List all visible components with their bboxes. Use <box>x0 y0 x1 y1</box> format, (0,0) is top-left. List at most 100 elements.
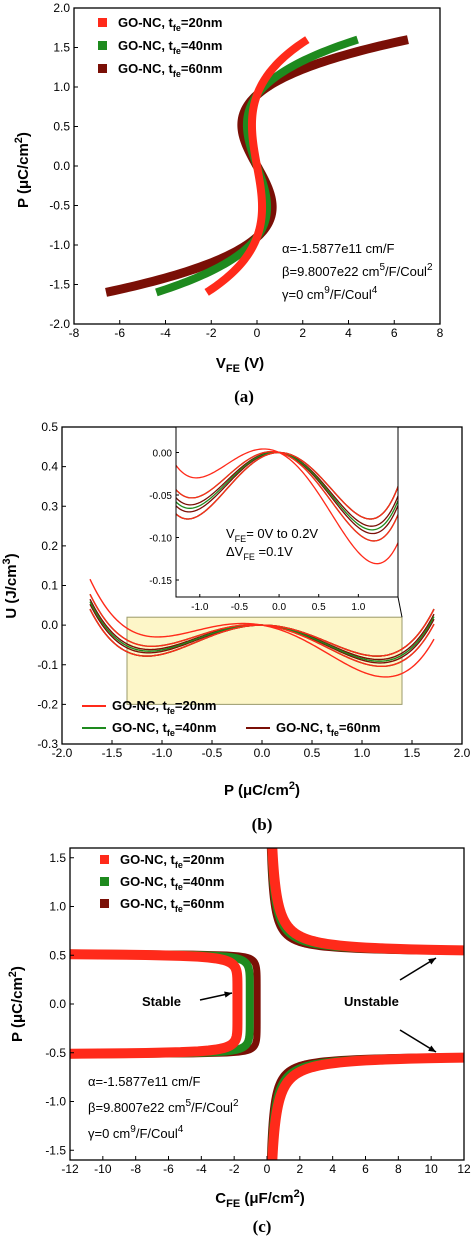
panel-a-y-tick-label: 1.0 <box>53 80 70 94</box>
panel-b-inset-x-tick-label: -1.0 <box>191 602 209 613</box>
panel-c-x-tick-label: -4 <box>196 1162 207 1176</box>
panel-a-x-tick-label: 4 <box>345 326 352 340</box>
panel-a-y-tick-label: -2.0 <box>49 317 70 331</box>
panel-b-x-axis-label: P (μC/cm2) <box>224 780 300 799</box>
panel-a-y-tick-label: -0.5 <box>49 199 70 213</box>
panel-b-inset-y-tick-label: -0.05 <box>149 491 172 502</box>
panel-b-x-tick-label: 1.5 <box>404 746 421 760</box>
panel-c-x-tick-label: -10 <box>94 1162 112 1176</box>
panel-b-inset-x-tick-label: 0.0 <box>272 602 286 613</box>
panel-b-y-tick-label: 0.3 <box>41 499 58 513</box>
panel-b-legend-1: GO-NC, tfe=20nm <box>112 698 216 716</box>
panel-c-x-tick-label: -12 <box>61 1162 79 1176</box>
panel-c-legend-2-swatch <box>100 877 109 886</box>
panel-c-legend-3-swatch <box>100 899 109 908</box>
panel-a-series-20nm <box>204 36 310 296</box>
panel-b-x-tick-label: -1.5 <box>102 746 123 760</box>
panel-b-x-tick-label: 0.0 <box>254 746 271 760</box>
panel-b-y-tick-label: -0.3 <box>37 737 58 751</box>
panel-c-stable-s40 <box>70 949 254 1059</box>
panel-b-inset: -1.0 -0.5 0.0 0.5 1.0 0.00 -0.05 -0.10 -0.15 VFE… <box>149 426 399 613</box>
panel-b-inset-vfe-range: VFE= 0V to 0.2V <box>226 526 318 544</box>
panel-a-x-tick-label: 8 <box>437 326 444 340</box>
panel-c: -12 -10 -8 -6 -4 -2 0 2 4 6 8 10 12 -1.5 -1.0 -0.5 0.0 0.… <box>7 847 471 1236</box>
panel-c-x-tick-label: 4 <box>329 1162 336 1176</box>
panel-a-legend-3-swatch <box>98 64 107 73</box>
panel-b-inset-x-tick-label: 0.5 <box>312 602 326 613</box>
panel-b-y-axis-label: U (J/cm3) <box>1 553 20 618</box>
panel-b-y-tick-label: 0.2 <box>41 539 58 553</box>
panel-c-unstable-arrow-lower-head <box>428 1045 436 1052</box>
panel-b-inset-y-tick-label: 0.00 <box>153 449 173 460</box>
panel-a-y-tick-label: 0.0 <box>53 159 70 173</box>
panel-b-y-tick-label: -0.2 <box>37 697 58 711</box>
panel-a-beta-annotation: β=9.8007e22 cm5/F/Coul2 <box>282 262 433 279</box>
panel-c-y-tick-label: -0.5 <box>45 1046 66 1060</box>
panel-b-zoom-arrow <box>397 596 403 618</box>
panel-a-y-axis-label: P (μC/cm2) <box>13 132 32 208</box>
panel-c-y-tick-label: -1.5 <box>45 1143 66 1157</box>
panel-c-x-axis-label: CFE (μF/cm2) <box>215 1188 304 1210</box>
panel-c-x-tick-label: 0 <box>264 1162 271 1176</box>
panel-b-inset-curve-s20-v2 <box>176 448 398 565</box>
panel-c-alpha-annotation: α=-1.5877e11 cm/F <box>88 1074 200 1089</box>
panel-a-x-tick-label: -6 <box>114 326 125 340</box>
panel-c-x-tick-label: -8 <box>130 1162 141 1176</box>
panel-a-legend-2-swatch <box>98 41 107 50</box>
panel-c-stable-label: Stable <box>142 994 181 1009</box>
panel-a-y-tick-label: 2.0 <box>53 1 70 15</box>
panel-a-gamma-annotation: γ=0 cm9/F/Coul4 <box>282 285 378 302</box>
panel-c-legend-1-swatch <box>100 855 109 864</box>
panel-c-y-tick-label: 1.0 <box>49 900 66 914</box>
panel-c-legend-3: GO-NC, tfe=60nm <box>120 896 224 914</box>
panel-b-inset-vfe-step: ΔVFE =0.1V <box>226 544 293 562</box>
panel-a-x-tick-label: -2 <box>206 326 217 340</box>
panel-c-gamma-annotation: γ=0 cm9/F/Coul4 <box>88 1124 184 1141</box>
panel-c-stable-arrow-head <box>224 991 232 998</box>
panel-a-y-tick-label: -1.5 <box>49 278 70 292</box>
panel-c-y-tick-label: -1.0 <box>45 1095 66 1109</box>
panel-c-y-tick-label: 1.5 <box>49 851 66 865</box>
panel-a-x-tick-label: 6 <box>391 326 398 340</box>
panel-b-y-tick-label: 0.0 <box>41 618 58 632</box>
panel-a-legend-1-swatch <box>98 18 107 27</box>
panel-b-inset-y-tick-label: -0.10 <box>149 534 172 545</box>
panel-c-x-tick-label: -2 <box>229 1162 240 1176</box>
panel-c-y-tick-label: 0.0 <box>49 997 66 1011</box>
panel-c-x-tick-label: 10 <box>424 1162 438 1176</box>
panel-c-caption: (c) <box>253 1217 272 1236</box>
panel-c-unstable-upper-s20 <box>267 848 464 956</box>
panel-c-unstable-lower-s20 <box>267 1052 464 1160</box>
panel-b-inset-x-tick-label: 1.0 <box>351 602 365 613</box>
panel-c-beta-annotation: β=9.8007e22 cm5/F/Coul2 <box>88 1098 239 1115</box>
panel-a-y-tick-label: -1.0 <box>49 238 70 252</box>
panel-a: -8 -6 -4 -2 0 2 4 6 8 -2.0 -1.5 -1.0 -0.5 0.0 0.5 1.0 1.… <box>13 1 444 406</box>
panel-c-y-axis-label: P (μC/cm2) <box>7 966 26 1042</box>
panel-b-inset-x-tick-label: -0.5 <box>231 602 249 613</box>
panel-a-legend-1: GO-NC, tfe=20nm <box>118 15 222 33</box>
panel-a-x-tick-label: -4 <box>160 326 171 340</box>
panel-a-caption: (a) <box>234 387 254 406</box>
panel-b-x-tick-label: 2.0 <box>454 746 471 760</box>
panel-b-y-tick-label: 0.5 <box>41 420 58 434</box>
panel-b-x-tick-label: -0.5 <box>202 746 223 760</box>
panel-b-x-tick-label: 1.0 <box>354 746 371 760</box>
panel-a-legend-2: GO-NC, tfe=40nm <box>118 38 222 56</box>
panel-c-x-tick-label: 2 <box>296 1162 303 1176</box>
panel-b-zoom-region <box>126 616 403 705</box>
panel-a-y-tick-label: 0.5 <box>53 120 70 134</box>
panel-c-y-tick-label: 0.5 <box>49 948 66 962</box>
panel-b-inset-frame <box>175 426 399 598</box>
panel-c-stable-s60 <box>70 949 261 1059</box>
panel-b-caption: (b) <box>252 815 273 834</box>
panel-c-x-tick-label: 6 <box>362 1162 369 1176</box>
panel-c-legend-2: GO-NC, tfe=40nm <box>120 874 224 892</box>
panel-c-x-tick-label: 12 <box>457 1162 471 1176</box>
panel-b-legend-2: GO-NC, tfe=40nm <box>112 720 216 738</box>
panel-a-x-tick-label: -8 <box>69 326 80 340</box>
panel-b-y-tick-label: -0.1 <box>37 658 58 672</box>
panel-a-y-tick-label: 1.5 <box>53 41 70 55</box>
panel-a-x-axis-label: VFE (V) <box>216 355 264 375</box>
panel-a-x-tick-label: 2 <box>299 326 306 340</box>
